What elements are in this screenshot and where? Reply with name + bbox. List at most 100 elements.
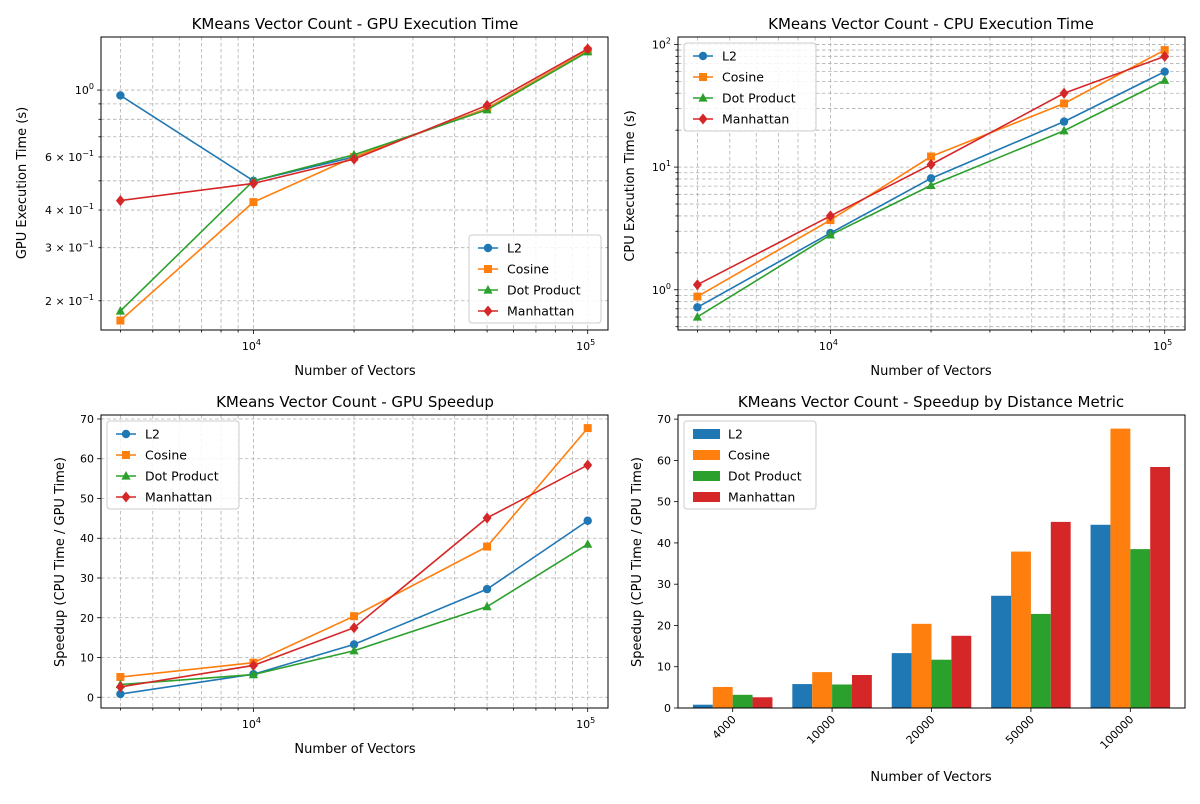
series-l2 bbox=[693, 67, 1169, 312]
legend-label: Cosine bbox=[145, 448, 187, 463]
data-point bbox=[349, 153, 359, 165]
bar bbox=[1030, 613, 1051, 708]
data-point bbox=[350, 612, 359, 621]
y-tick-label: 50 bbox=[80, 492, 94, 505]
y-axis-label: GPU Execution Time (s) bbox=[15, 107, 30, 259]
data-point bbox=[121, 429, 131, 439]
legend: L2 Cosine Dot Product Manhattan bbox=[106, 420, 240, 510]
legend-swatch bbox=[693, 429, 720, 439]
data-point bbox=[482, 99, 492, 111]
data-point bbox=[116, 689, 125, 699]
bar bbox=[1110, 428, 1131, 708]
series-l2 bbox=[692, 524, 1111, 708]
x-tick-label: 104 bbox=[242, 338, 261, 353]
x-tick-label: 50000 bbox=[1003, 713, 1037, 747]
legend-label: Dot Product bbox=[507, 283, 581, 298]
data-point bbox=[116, 672, 125, 681]
data-point bbox=[115, 305, 125, 315]
x-axis-label: Number of Vectors bbox=[294, 364, 415, 379]
y-tick-label: 30 bbox=[657, 578, 671, 591]
y-tick-label: 50 bbox=[657, 496, 671, 509]
plot-frame bbox=[677, 36, 1186, 331]
series-manhattan bbox=[115, 459, 593, 693]
data-point bbox=[482, 512, 492, 524]
y-tick-label: 30 bbox=[80, 572, 94, 585]
y-axis-label: Speedup (CPU Time / GPU Time) bbox=[630, 457, 645, 667]
y-tick-label: 101 bbox=[652, 159, 671, 174]
y-tick-label: 102 bbox=[652, 36, 671, 51]
data-point bbox=[926, 174, 936, 183]
data-point bbox=[698, 93, 708, 102]
legend-label: Manhattan bbox=[145, 490, 212, 505]
data-point bbox=[483, 542, 492, 551]
bar bbox=[812, 672, 833, 708]
legend-swatch bbox=[693, 450, 720, 460]
x-tick-label: 105 bbox=[576, 338, 595, 353]
legend-label: L2 bbox=[728, 427, 743, 442]
y-tick-label: 20 bbox=[657, 619, 671, 632]
chart-title: KMeans Vector Count - Speedup by Distanc… bbox=[738, 393, 1124, 411]
x-tick-label: 104 bbox=[242, 716, 261, 731]
data-point bbox=[349, 640, 359, 649]
data-point bbox=[248, 669, 259, 679]
legend-label: L2 bbox=[507, 241, 522, 256]
bar bbox=[851, 674, 872, 708]
y-axis-label: CPU Execution Time (s) bbox=[623, 110, 638, 261]
data-point bbox=[1160, 50, 1170, 62]
x-tick-label: 105 bbox=[1153, 338, 1172, 353]
legend-box bbox=[468, 234, 602, 324]
chart-title: KMeans Vector Count - GPU Execution Time bbox=[192, 15, 519, 33]
bar bbox=[891, 653, 912, 708]
x-tick-label: 104 bbox=[819, 338, 838, 353]
x-tick-label: 20000 bbox=[904, 713, 938, 747]
data-point bbox=[248, 177, 258, 189]
data-point bbox=[1059, 117, 1069, 126]
bar bbox=[951, 635, 972, 708]
y-tick-label: 0 bbox=[664, 702, 671, 715]
data-point bbox=[121, 491, 131, 503]
data-point bbox=[699, 73, 707, 81]
data-point bbox=[121, 471, 131, 480]
x-tick-label: 100000 bbox=[1098, 713, 1137, 752]
bar bbox=[1090, 524, 1111, 708]
y-axis-label: Speedup (CPU Time / GPU Time) bbox=[53, 457, 68, 667]
data-point bbox=[115, 681, 125, 693]
cpu-time-chart: KMeans Vector Count - CPU Execution Time… bbox=[623, 15, 1186, 379]
series-manhattan bbox=[752, 466, 1171, 708]
data-point bbox=[482, 601, 492, 611]
bar bbox=[931, 659, 952, 708]
data-point bbox=[249, 198, 258, 207]
series-manhattan bbox=[692, 50, 1170, 291]
gpu-speedup-chart: KMeans Vector Count - GPU Speedup Number… bbox=[53, 393, 609, 757]
legend-label: Manhattan bbox=[722, 112, 789, 127]
x-tick-label: 10000 bbox=[804, 713, 838, 747]
data-point bbox=[583, 516, 592, 525]
data-point bbox=[483, 285, 493, 294]
y-tick-label: 3 × 10−1 bbox=[45, 240, 94, 255]
data-point bbox=[483, 305, 493, 317]
data-point bbox=[693, 292, 702, 301]
data-point bbox=[825, 229, 836, 239]
series-dot-product bbox=[732, 549, 1151, 708]
bar bbox=[911, 623, 932, 708]
chart-title: KMeans Vector Count - GPU Speedup bbox=[216, 393, 494, 411]
data-point bbox=[1060, 99, 1069, 108]
legend-label: Manhattan bbox=[728, 490, 795, 505]
data-point bbox=[482, 584, 492, 594]
legend-box bbox=[683, 420, 817, 510]
data-point bbox=[583, 43, 593, 55]
data-point bbox=[349, 622, 359, 634]
data-point bbox=[583, 459, 593, 471]
legend-label: Manhattan bbox=[507, 304, 574, 319]
y-tick-label: 40 bbox=[657, 537, 671, 550]
y-tick-label: 100 bbox=[652, 282, 671, 297]
legend-swatch bbox=[693, 471, 720, 481]
y-tick-label: 40 bbox=[80, 532, 94, 545]
legend-swatch bbox=[693, 492, 720, 502]
data-point bbox=[1160, 46, 1169, 55]
chart-title: KMeans Vector Count - CPU Execution Time bbox=[768, 15, 1094, 33]
data-point bbox=[926, 159, 936, 171]
y-tick-label: 60 bbox=[80, 453, 94, 466]
bar bbox=[1050, 521, 1071, 708]
data-point bbox=[927, 152, 936, 161]
